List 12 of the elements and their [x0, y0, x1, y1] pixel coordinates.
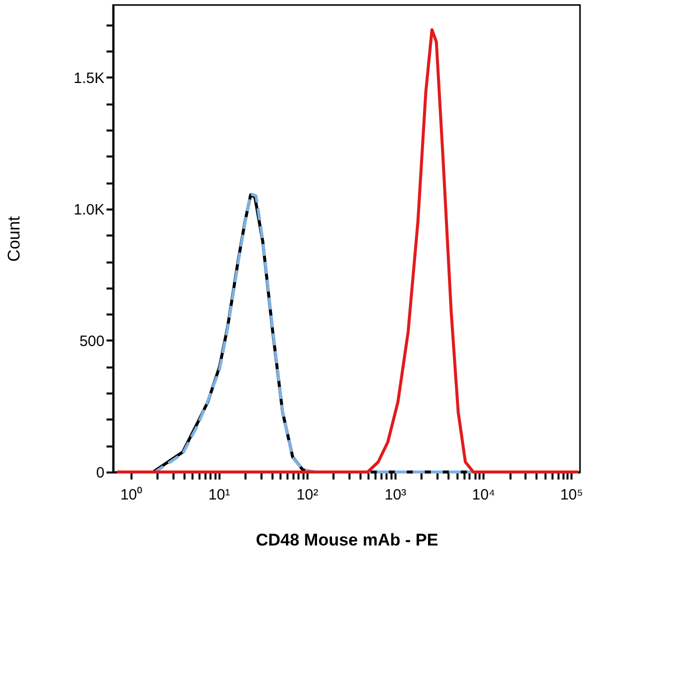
x-tick-label: 10¹ [208, 486, 230, 504]
x-axis-title: CD48 Mouse mAb - PE [256, 530, 438, 550]
y-tick-label: 1.0K [74, 201, 104, 218]
y-tick-label: 500 [79, 332, 104, 350]
y-tick-label: 1.5K [74, 70, 104, 87]
x-tick-label: 10³ [384, 486, 406, 504]
x-tick-label: 10⁰ [120, 486, 142, 504]
y-axis-title: Count [4, 216, 24, 262]
x-tick-label: 10⁵ [560, 486, 584, 504]
x-tick-label: 10⁴ [472, 486, 496, 504]
x-tick-label: 10² [296, 486, 318, 504]
y-tick-label: 0 [96, 464, 104, 482]
